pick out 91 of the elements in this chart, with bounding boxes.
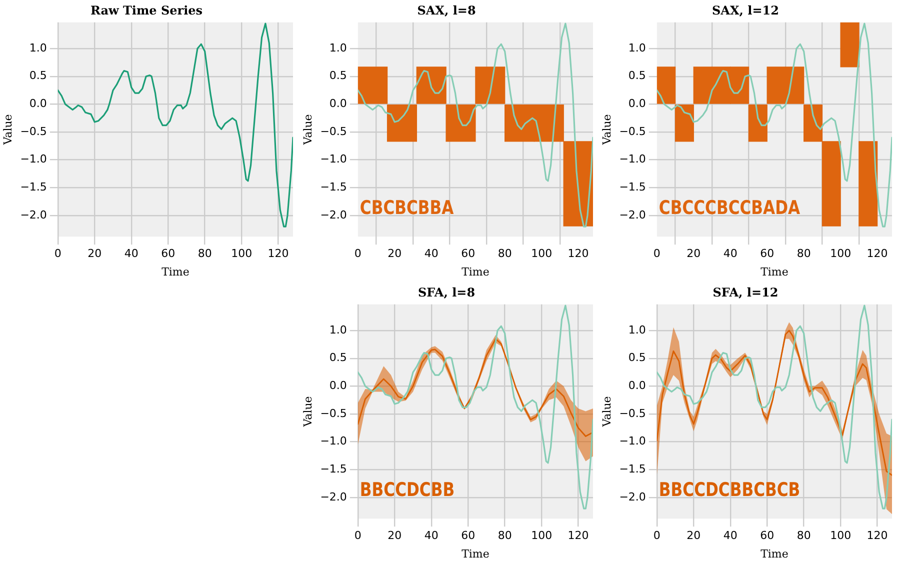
- x-tick-label: 0: [354, 529, 362, 542]
- y-tick-label: 1.0: [29, 41, 47, 54]
- y-tick-label: −0.5: [320, 124, 347, 138]
- y-tick-label: 1.0: [628, 323, 646, 336]
- bar: [858, 141, 878, 226]
- y-tick-label: −0.5: [619, 406, 646, 420]
- x-tick-label: 120: [268, 247, 289, 260]
- chart-title: SFA, l=8: [418, 285, 476, 300]
- x-tick-label: 0: [653, 529, 660, 542]
- y-axis-title: Value: [301, 114, 314, 146]
- y-tick-label: −2.0: [320, 208, 347, 222]
- y-tick-label: −1.5: [619, 180, 646, 194]
- y-tick-label: −0.5: [619, 124, 646, 138]
- bar: [840, 22, 860, 68]
- y-tick-label: −1.5: [320, 462, 347, 476]
- annotation: BBCCDCBB: [360, 480, 455, 502]
- chart-title: SAX, l=8: [417, 3, 476, 18]
- x-tick-label: 40: [723, 247, 738, 260]
- y-tick-label: −1.5: [619, 462, 646, 476]
- x-tick-label: 100: [830, 529, 852, 542]
- x-tick-label: 40: [723, 529, 738, 542]
- y-tick-label: −2.0: [320, 490, 347, 504]
- x-tick-label: 20: [88, 247, 102, 260]
- y-tick-label: 0.5: [29, 69, 47, 82]
- y-axis-title: Value: [600, 396, 614, 428]
- y-tick-label: −0.5: [20, 124, 47, 138]
- y-tick-label: −2.0: [619, 208, 646, 222]
- y-tick-label: 0.0: [329, 379, 347, 392]
- y-axis-title: Value: [600, 114, 614, 146]
- y-tick-label: −2.0: [20, 208, 47, 222]
- x-tick-label: 100: [231, 247, 252, 260]
- y-tick-label: −1.0: [619, 434, 646, 448]
- annotation: CBCCCBCCBADA: [658, 198, 801, 220]
- x-tick-label: 20: [686, 529, 701, 542]
- y-tick-label: 0.0: [628, 97, 646, 110]
- x-tick-label: 80: [498, 247, 512, 260]
- y-tick-label: −1.0: [320, 434, 347, 448]
- y-tick-label: 0.0: [329, 97, 347, 110]
- y-tick-label: 1.0: [329, 323, 347, 336]
- x-tick-label: 20: [388, 247, 402, 260]
- x-tick-label: 100: [531, 247, 552, 260]
- annotation: CBCBCBBA: [360, 198, 454, 220]
- x-tick-label: 120: [568, 529, 589, 542]
- x-tick-label: 60: [760, 247, 774, 260]
- x-tick-label: 20: [686, 247, 701, 260]
- x-axis-title: Time: [462, 547, 490, 560]
- chart-title: SAX, l=12: [712, 3, 779, 18]
- y-tick-label: 0.0: [29, 97, 47, 110]
- y-tick-label: −1.0: [20, 152, 47, 166]
- x-tick-label: 60: [760, 529, 774, 542]
- x-tick-label: 60: [161, 247, 176, 260]
- y-tick-label: −0.5: [320, 406, 347, 420]
- y-tick-label: −2.0: [619, 490, 646, 504]
- y-tick-label: 0.5: [329, 69, 347, 82]
- y-tick-label: −1.0: [320, 152, 347, 166]
- x-axis-title: Time: [162, 265, 190, 278]
- x-axis-title: Time: [462, 265, 490, 278]
- annotation: BBCCDCBBCBCB: [658, 480, 800, 502]
- x-tick-label: 100: [830, 247, 852, 260]
- x-tick-label: 40: [424, 247, 438, 260]
- x-tick-label: 120: [568, 247, 589, 260]
- x-tick-label: 120: [866, 529, 888, 542]
- y-axis-title: Value: [301, 396, 314, 428]
- x-axis-title: Time: [760, 265, 788, 278]
- x-tick-label: 80: [198, 247, 212, 260]
- y-tick-label: −1.5: [320, 180, 347, 194]
- x-tick-label: 0: [54, 247, 62, 260]
- x-tick-label: 60: [461, 529, 476, 542]
- y-tick-label: 0.5: [628, 69, 646, 82]
- y-tick-label: 0.5: [329, 351, 347, 364]
- x-axis-title: Time: [760, 547, 788, 560]
- x-tick-label: 40: [424, 529, 438, 542]
- x-tick-label: 0: [653, 247, 660, 260]
- x-tick-label: 20: [388, 529, 402, 542]
- x-tick-label: 120: [866, 247, 888, 260]
- x-tick-label: 80: [498, 529, 512, 542]
- y-tick-label: 0.0: [628, 379, 646, 392]
- x-tick-label: 80: [796, 529, 811, 542]
- x-tick-label: 40: [124, 247, 138, 260]
- chart-title: Raw Time Series: [90, 3, 203, 18]
- x-tick-label: 0: [354, 247, 362, 260]
- x-tick-label: 80: [796, 247, 811, 260]
- y-tick-label: 1.0: [628, 41, 646, 54]
- y-tick-label: 1.0: [329, 41, 347, 54]
- x-tick-label: 60: [461, 247, 476, 260]
- y-tick-label: −1.5: [20, 180, 47, 194]
- chart-title: SFA, l=12: [712, 285, 778, 300]
- y-tick-label: −1.0: [619, 152, 646, 166]
- y-axis-title: Value: [1, 114, 14, 146]
- x-tick-label: 100: [531, 529, 552, 542]
- y-tick-label: 0.5: [628, 351, 646, 364]
